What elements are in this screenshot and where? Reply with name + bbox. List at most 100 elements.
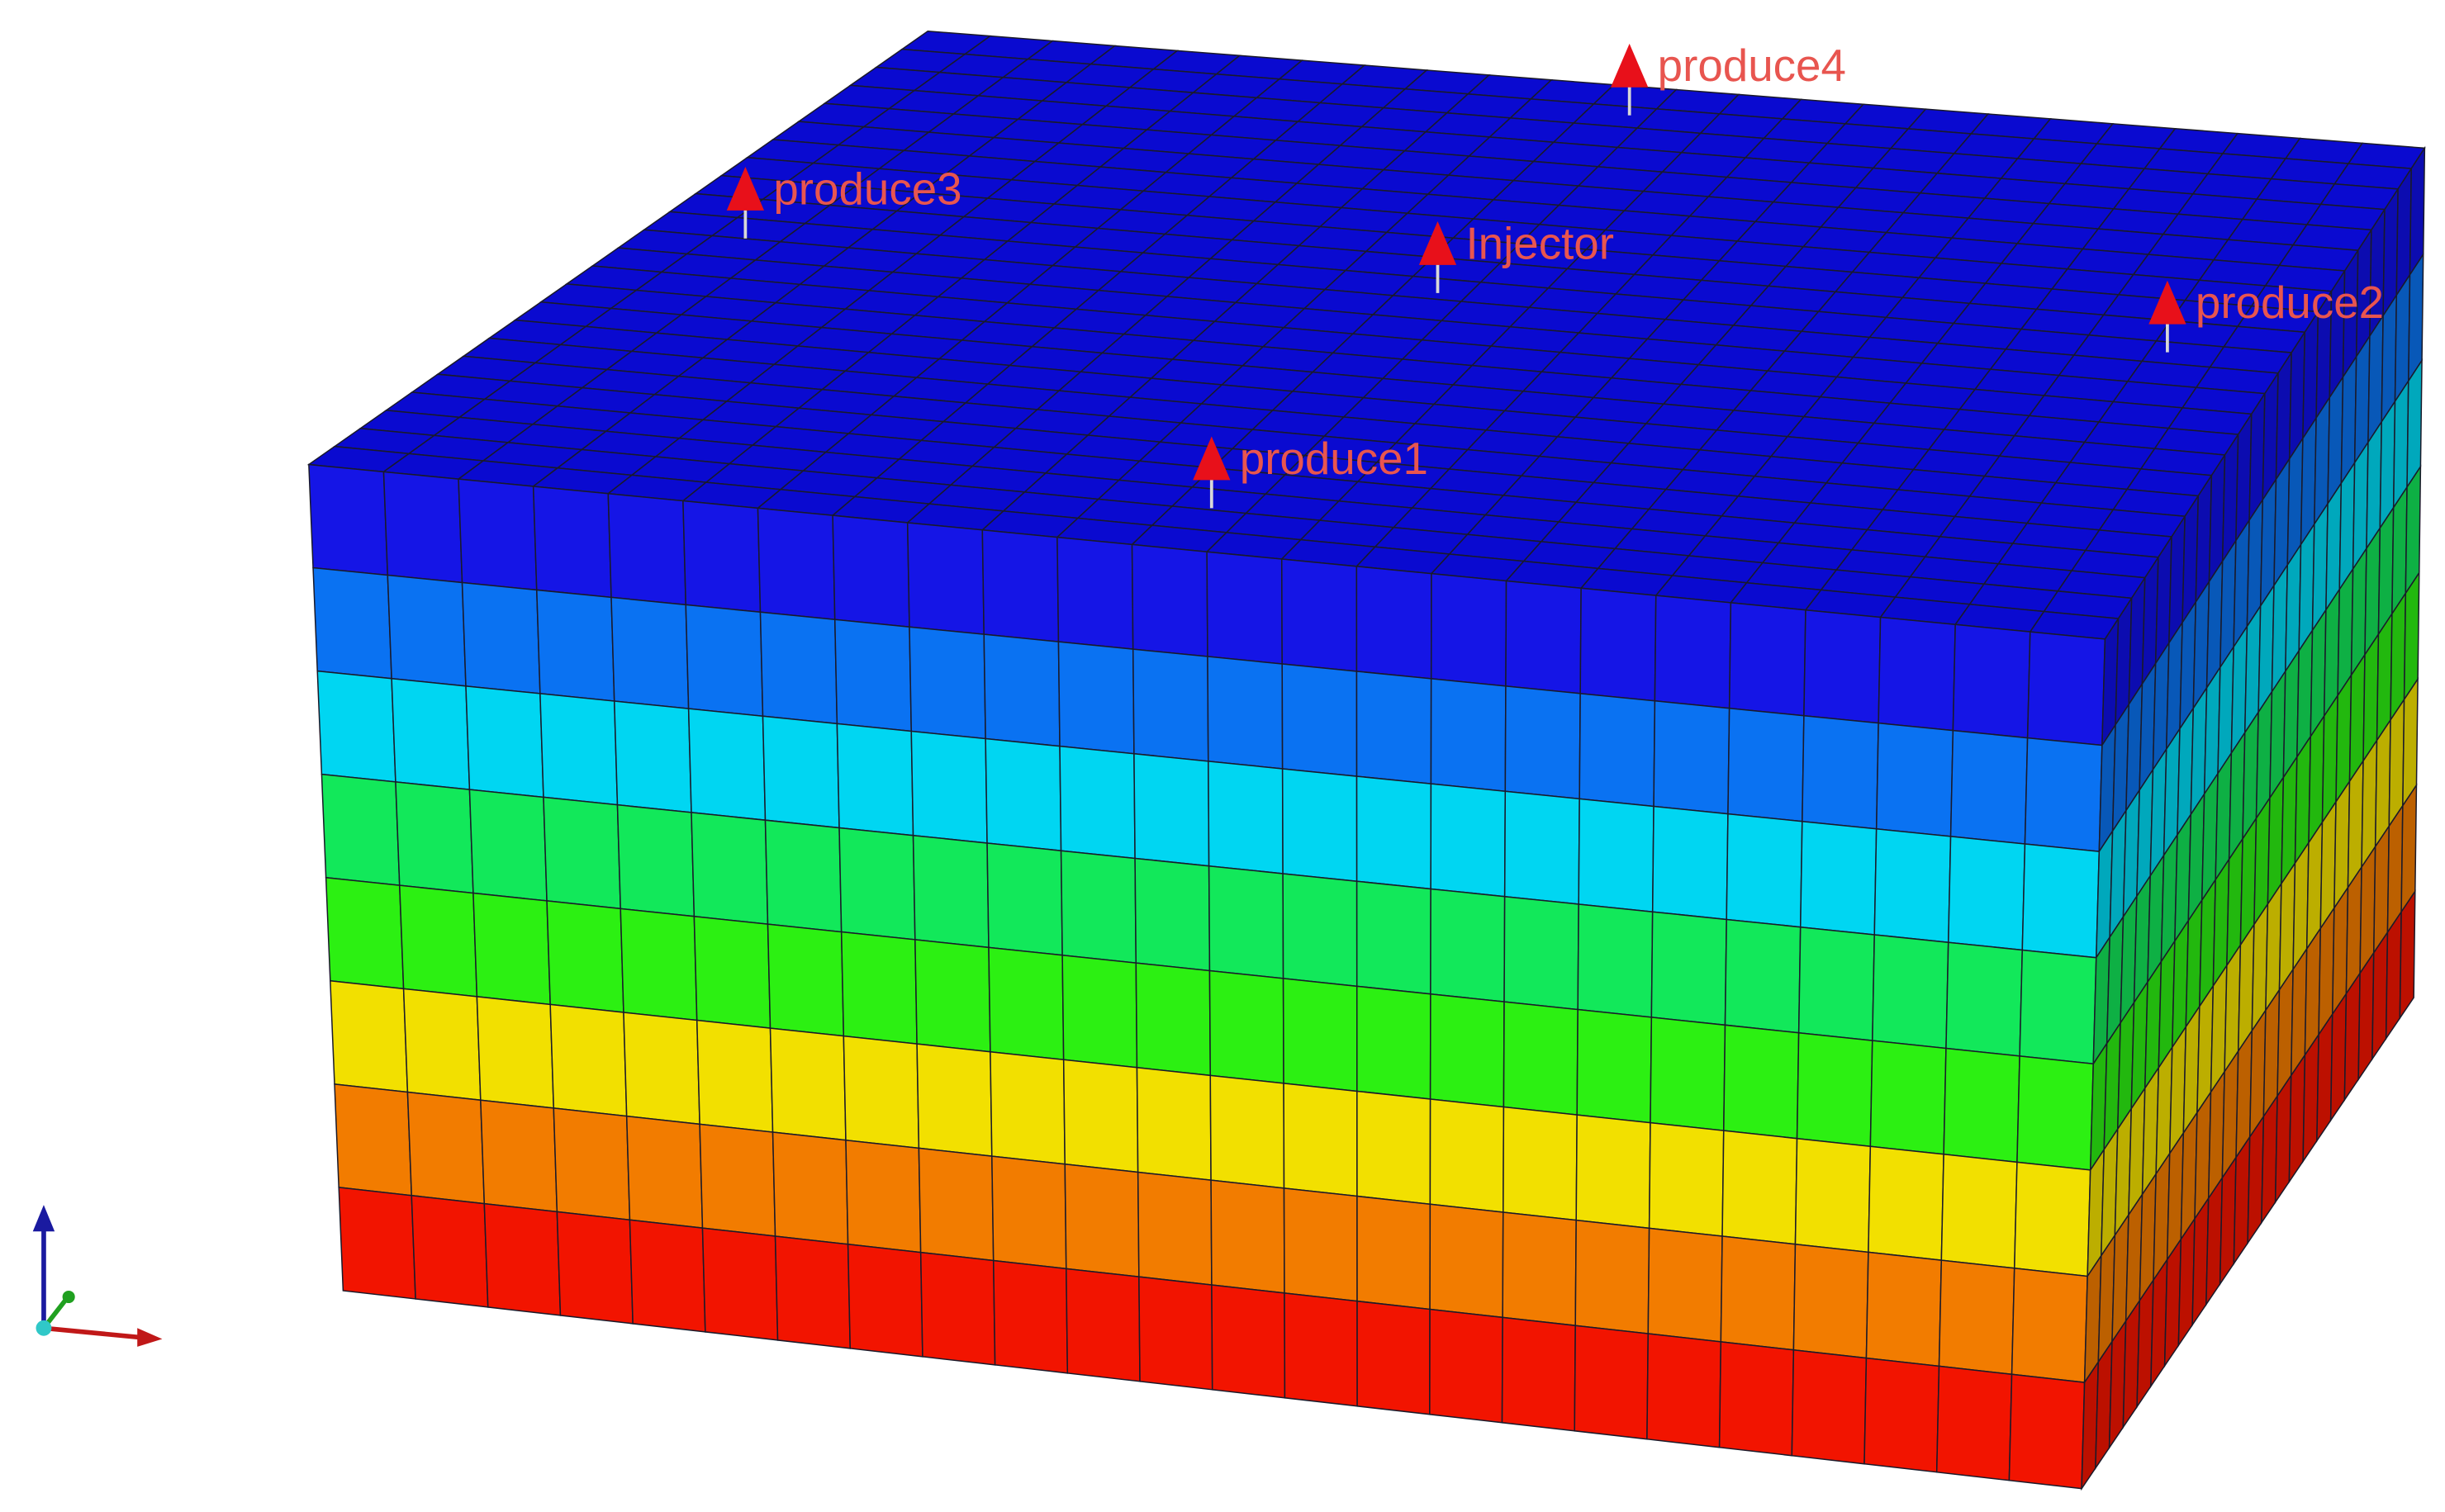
front-cell bbox=[334, 1083, 413, 1197]
front-cell bbox=[1938, 1259, 2015, 1376]
front-cell bbox=[1579, 587, 1657, 702]
front-cell bbox=[1060, 850, 1137, 964]
y-tip bbox=[62, 1290, 75, 1304]
front-cell bbox=[847, 1243, 923, 1358]
front-cell bbox=[1430, 678, 1507, 793]
front-cell bbox=[1654, 595, 1732, 709]
front-cell bbox=[1875, 722, 1954, 837]
front-cell bbox=[990, 1050, 1066, 1165]
front-cell bbox=[480, 1099, 558, 1213]
front-cell bbox=[764, 819, 843, 933]
front-cell bbox=[1134, 857, 1211, 972]
front-cell bbox=[312, 566, 392, 680]
front-cell bbox=[402, 988, 482, 1102]
front-cell bbox=[693, 915, 771, 1029]
front-cell bbox=[1429, 993, 1505, 1108]
front-cell bbox=[1799, 820, 1878, 936]
front-cell bbox=[1576, 1008, 1653, 1124]
front-cell bbox=[610, 596, 690, 709]
front-cell bbox=[682, 500, 762, 614]
front-cell bbox=[338, 1187, 416, 1300]
front-cell bbox=[1504, 685, 1581, 800]
front-cell bbox=[1356, 1300, 1431, 1415]
front-cell bbox=[1792, 1243, 1869, 1359]
front-cell bbox=[1650, 1017, 1726, 1132]
front-cell bbox=[1281, 663, 1358, 777]
front-cell bbox=[1952, 623, 2031, 739]
front-cell bbox=[836, 723, 914, 837]
front-cell bbox=[1430, 572, 1507, 687]
front-cell bbox=[1720, 1235, 1797, 1351]
front-cell bbox=[1728, 602, 1806, 717]
front-cell bbox=[774, 1235, 852, 1349]
front-cell bbox=[1797, 926, 1876, 1041]
front-cell bbox=[476, 996, 555, 1109]
front-cell bbox=[1648, 1121, 1725, 1237]
front-cell bbox=[840, 931, 918, 1045]
front-cell bbox=[767, 923, 845, 1037]
front-cell bbox=[1721, 1130, 1798, 1245]
well-marker bbox=[726, 166, 765, 211]
reservoir-grid bbox=[306, 30, 2426, 1491]
front-cell bbox=[620, 908, 698, 1021]
front-cell bbox=[1802, 714, 1879, 830]
front-cell bbox=[1284, 1292, 1358, 1407]
z-arrow bbox=[32, 1205, 55, 1232]
front-cell bbox=[1132, 648, 1209, 762]
front-cell bbox=[1863, 1357, 1940, 1473]
front-cell bbox=[2021, 843, 2101, 959]
front-cell bbox=[916, 1043, 993, 1157]
front-cell bbox=[1579, 692, 1656, 808]
front-cell bbox=[553, 1107, 631, 1221]
front-cell bbox=[1503, 1001, 1579, 1116]
front-cell bbox=[983, 633, 1061, 747]
front-cell bbox=[607, 492, 687, 606]
front-cell bbox=[1131, 543, 1208, 657]
front-cell bbox=[1646, 1333, 1722, 1448]
front-cell bbox=[1865, 1251, 1943, 1367]
front-cell bbox=[308, 463, 389, 576]
front-cell bbox=[325, 876, 405, 990]
front-cell bbox=[472, 892, 551, 1006]
front-cell bbox=[1429, 1203, 1504, 1319]
front-cell bbox=[549, 1003, 628, 1117]
front-cell bbox=[1430, 888, 1506, 1002]
front-cell bbox=[406, 1091, 486, 1205]
front-cell bbox=[1062, 1059, 1139, 1173]
front-cell bbox=[1878, 616, 1956, 732]
front-cell bbox=[1280, 558, 1358, 672]
front-cell bbox=[465, 685, 544, 799]
well-marker bbox=[1418, 221, 1457, 265]
front-cell bbox=[757, 507, 836, 621]
front-cell bbox=[1137, 1171, 1213, 1286]
front-cell bbox=[395, 781, 474, 894]
front-cell bbox=[458, 478, 538, 591]
front-cell bbox=[691, 812, 769, 925]
front-cell bbox=[845, 1139, 922, 1254]
front-cell bbox=[910, 730, 988, 844]
front-cell bbox=[629, 1219, 706, 1333]
front-cell bbox=[1061, 954, 1138, 1069]
front-cell bbox=[2019, 949, 2097, 1065]
front-cell bbox=[1577, 903, 1654, 1018]
well-marker bbox=[2148, 280, 2186, 325]
well-label: produce3 bbox=[773, 163, 961, 214]
front-cell bbox=[2011, 1267, 2088, 1383]
front-cell bbox=[382, 471, 463, 584]
front-cell bbox=[1283, 1187, 1358, 1302]
front-cell bbox=[685, 604, 764, 718]
front-cell bbox=[986, 842, 1063, 956]
front-cell bbox=[833, 619, 913, 732]
front-cell bbox=[1355, 671, 1432, 785]
front-cell bbox=[556, 1211, 634, 1325]
front-cell bbox=[2024, 737, 2103, 852]
front-cell bbox=[1138, 1276, 1213, 1391]
side-cell bbox=[2343, 971, 2361, 1102]
front-cell bbox=[1207, 656, 1284, 770]
front-cell bbox=[1803, 609, 1882, 724]
front-cell bbox=[391, 677, 471, 791]
front-cell bbox=[1430, 783, 1507, 898]
front-cell bbox=[1935, 1365, 2013, 1481]
